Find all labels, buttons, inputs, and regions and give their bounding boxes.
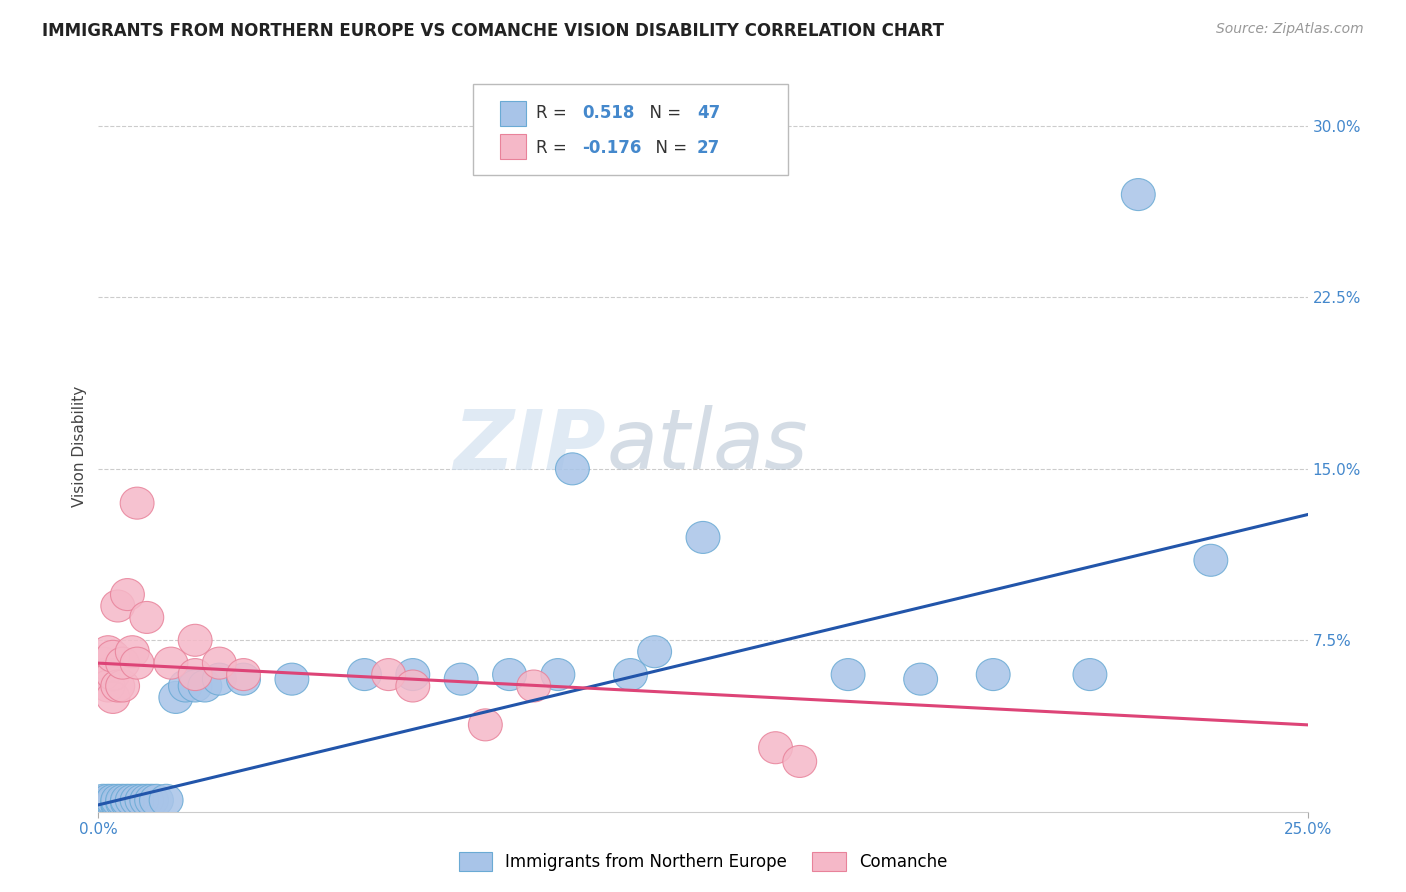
Text: R =: R = xyxy=(536,104,572,122)
Ellipse shape xyxy=(149,784,183,816)
Ellipse shape xyxy=(139,784,173,816)
Text: 0.518: 0.518 xyxy=(582,104,634,122)
Text: N =: N = xyxy=(645,138,692,157)
Ellipse shape xyxy=(468,709,502,741)
Ellipse shape xyxy=(347,658,381,690)
Ellipse shape xyxy=(159,681,193,714)
Ellipse shape xyxy=(86,787,120,819)
Ellipse shape xyxy=(179,658,212,690)
Ellipse shape xyxy=(226,663,260,695)
Ellipse shape xyxy=(1194,544,1227,576)
Ellipse shape xyxy=(188,670,222,702)
Ellipse shape xyxy=(155,648,188,679)
Ellipse shape xyxy=(101,789,135,821)
Ellipse shape xyxy=(613,658,647,690)
Ellipse shape xyxy=(120,648,155,679)
Ellipse shape xyxy=(371,658,405,690)
Ellipse shape xyxy=(86,789,120,821)
Ellipse shape xyxy=(115,784,149,816)
Ellipse shape xyxy=(105,784,139,816)
Ellipse shape xyxy=(86,648,120,679)
Ellipse shape xyxy=(91,791,125,823)
Ellipse shape xyxy=(444,663,478,695)
Ellipse shape xyxy=(96,789,129,821)
Ellipse shape xyxy=(517,670,551,702)
Ellipse shape xyxy=(96,784,129,816)
Ellipse shape xyxy=(91,670,125,702)
Legend: Immigrants from Northern Europe, Comanche: Immigrants from Northern Europe, Comanch… xyxy=(450,843,956,880)
Ellipse shape xyxy=(101,784,135,816)
FancyBboxPatch shape xyxy=(501,135,526,160)
Text: 47: 47 xyxy=(697,104,720,122)
Ellipse shape xyxy=(96,787,129,819)
Ellipse shape xyxy=(91,787,125,819)
Ellipse shape xyxy=(555,453,589,485)
Ellipse shape xyxy=(101,670,135,702)
Ellipse shape xyxy=(759,731,793,764)
Ellipse shape xyxy=(129,784,163,816)
Y-axis label: Vision Disability: Vision Disability xyxy=(72,385,87,507)
Ellipse shape xyxy=(976,658,1010,690)
Ellipse shape xyxy=(91,789,125,821)
Ellipse shape xyxy=(396,658,430,690)
Ellipse shape xyxy=(226,658,260,690)
Ellipse shape xyxy=(105,670,139,702)
Ellipse shape xyxy=(638,636,672,668)
Text: IMMIGRANTS FROM NORTHERN EUROPE VS COMANCHE VISION DISABILITY CORRELATION CHART: IMMIGRANTS FROM NORTHERN EUROPE VS COMAN… xyxy=(42,22,945,40)
Text: R =: R = xyxy=(536,138,572,157)
Ellipse shape xyxy=(111,579,145,611)
Ellipse shape xyxy=(135,784,169,816)
Ellipse shape xyxy=(831,658,865,690)
Ellipse shape xyxy=(86,791,120,823)
Ellipse shape xyxy=(276,663,309,695)
Ellipse shape xyxy=(904,663,938,695)
FancyBboxPatch shape xyxy=(501,101,526,126)
Text: 27: 27 xyxy=(697,138,720,157)
Ellipse shape xyxy=(396,670,430,702)
Ellipse shape xyxy=(101,590,135,622)
Ellipse shape xyxy=(202,648,236,679)
Ellipse shape xyxy=(96,681,129,714)
Ellipse shape xyxy=(96,640,129,673)
Ellipse shape xyxy=(111,784,145,816)
Text: ZIP: ZIP xyxy=(454,406,606,486)
Ellipse shape xyxy=(202,663,236,695)
Ellipse shape xyxy=(179,624,212,657)
Ellipse shape xyxy=(179,670,212,702)
Ellipse shape xyxy=(492,658,526,690)
FancyBboxPatch shape xyxy=(474,84,787,176)
Ellipse shape xyxy=(101,787,135,819)
Ellipse shape xyxy=(115,636,149,668)
Text: Source: ZipAtlas.com: Source: ZipAtlas.com xyxy=(1216,22,1364,37)
Ellipse shape xyxy=(105,787,139,819)
Ellipse shape xyxy=(1122,178,1156,211)
Ellipse shape xyxy=(125,784,159,816)
Ellipse shape xyxy=(686,522,720,553)
Ellipse shape xyxy=(169,670,202,702)
Ellipse shape xyxy=(120,784,155,816)
Ellipse shape xyxy=(91,784,125,816)
Ellipse shape xyxy=(86,658,120,690)
Ellipse shape xyxy=(96,658,129,690)
Ellipse shape xyxy=(1073,658,1107,690)
Ellipse shape xyxy=(783,746,817,778)
Text: -0.176: -0.176 xyxy=(582,138,641,157)
Ellipse shape xyxy=(541,658,575,690)
Ellipse shape xyxy=(91,636,125,668)
Ellipse shape xyxy=(86,784,120,816)
Ellipse shape xyxy=(111,787,145,819)
Text: N =: N = xyxy=(638,104,686,122)
Text: atlas: atlas xyxy=(606,406,808,486)
Ellipse shape xyxy=(129,601,163,633)
Ellipse shape xyxy=(120,487,155,519)
Ellipse shape xyxy=(105,648,139,679)
